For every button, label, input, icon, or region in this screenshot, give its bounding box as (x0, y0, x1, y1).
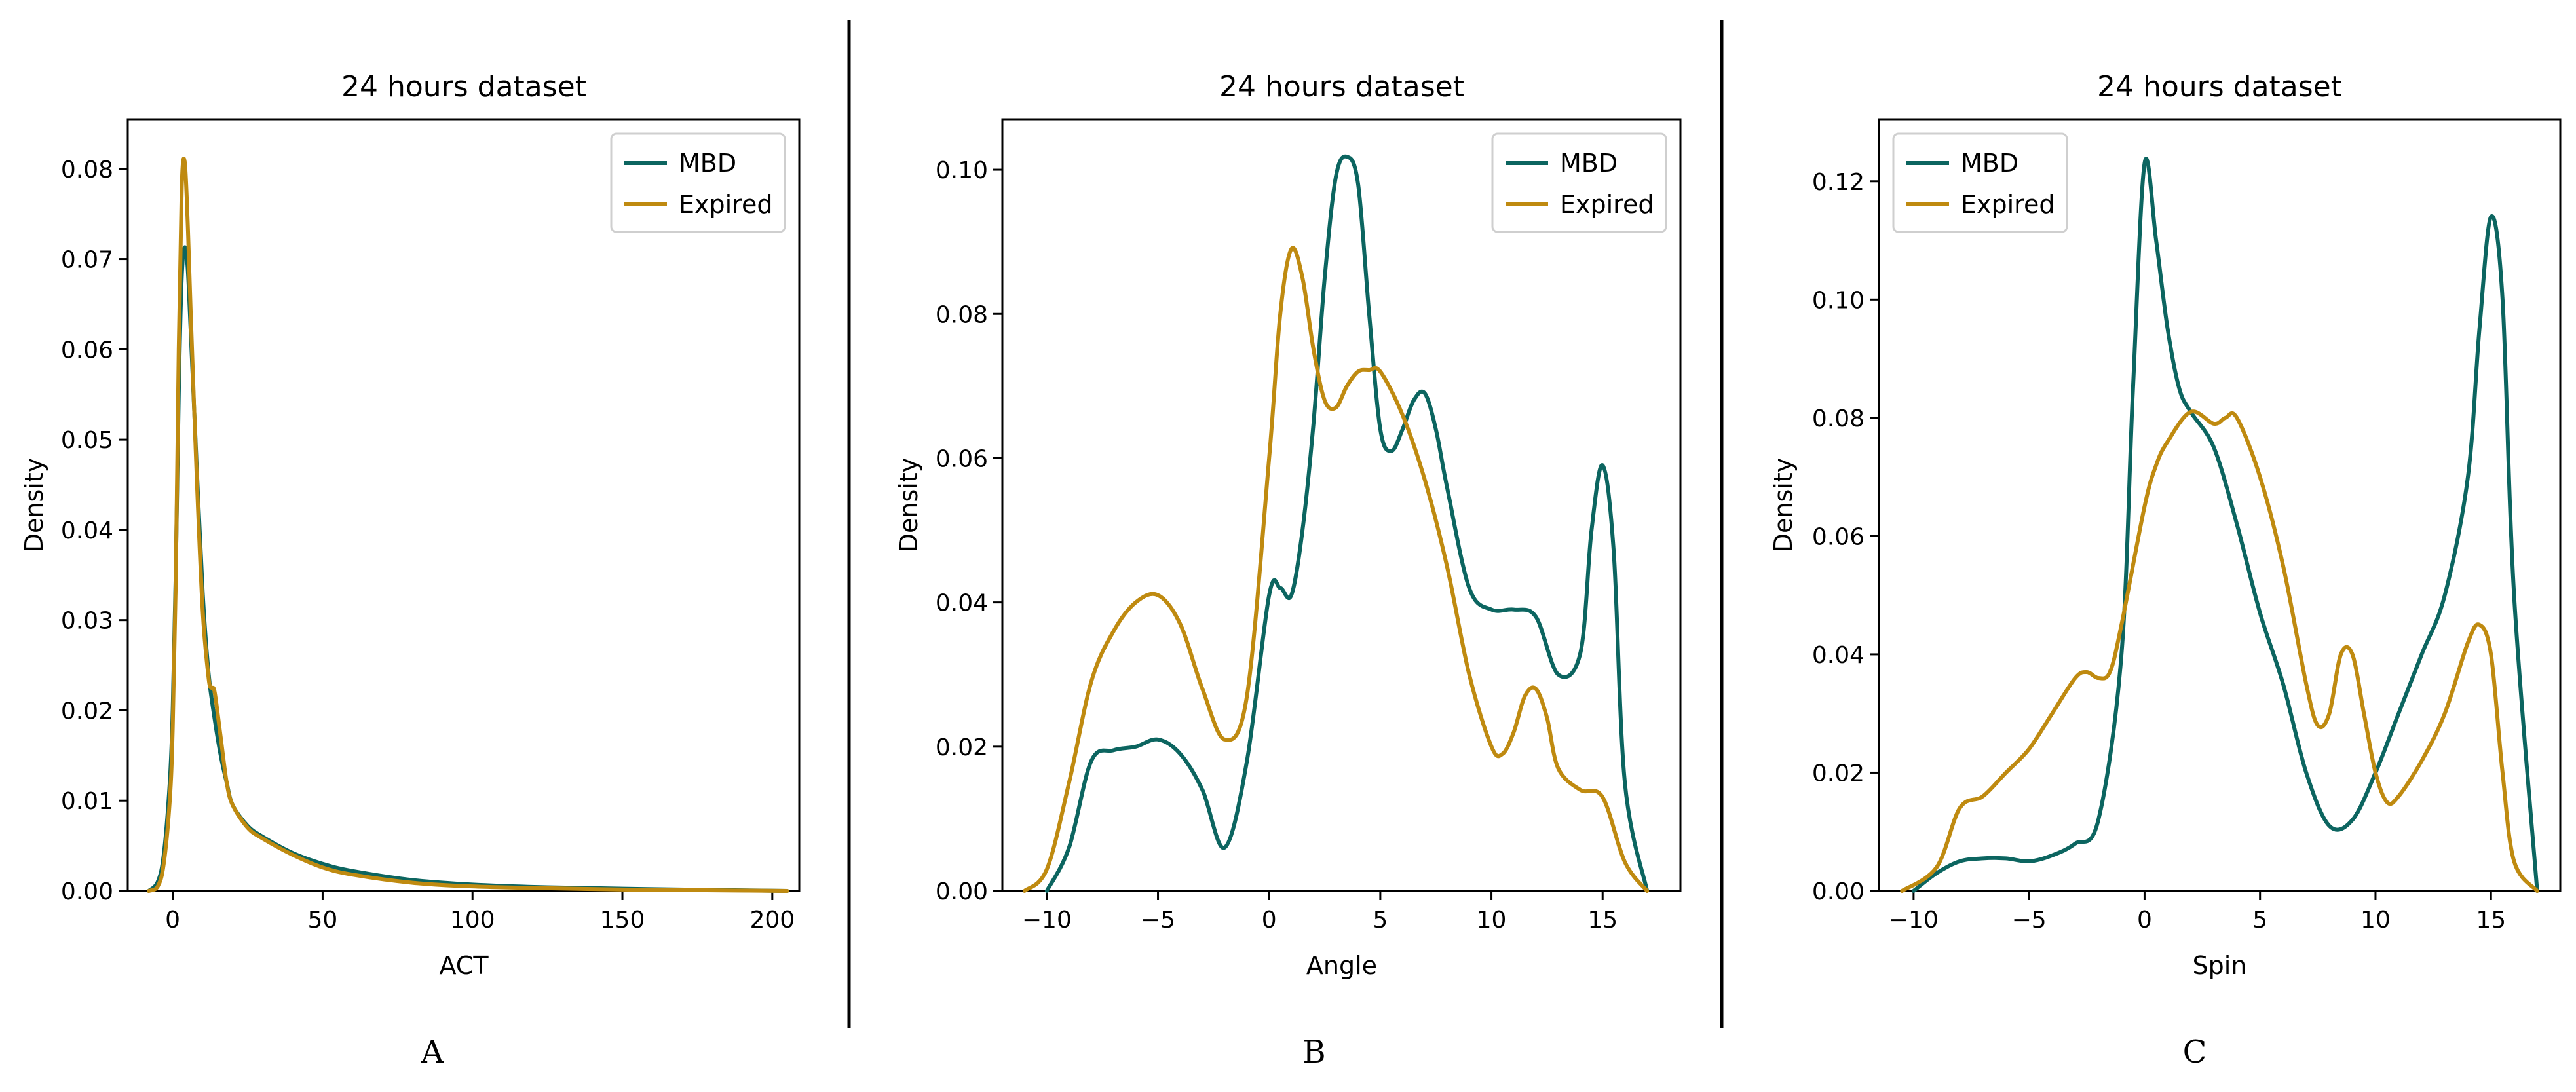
panel-a-label: A (421, 1034, 445, 1070)
panel-c-label: C (2183, 1034, 2207, 1070)
panel-c: 24 hours dataset 0.00 0.02 0.04 0.06 0.08 0.1… (1769, 70, 2562, 1070)
y-tick-label: 0.02 (61, 698, 113, 725)
panel-b-label: B (1302, 1034, 1325, 1070)
x-tick-label: 50 (308, 907, 338, 933)
y-tick-label: 0.00 (1812, 878, 1865, 905)
y-tick-label: 0.06 (1812, 523, 1865, 550)
y-tick-label: 0.06 (936, 445, 988, 472)
panel-b-lines (1022, 154, 1650, 893)
y-tick-label: 0.01 (61, 788, 113, 815)
panel-a: 24 hours dataset 0.000.010.020.030.040.0… (20, 70, 801, 1070)
x-tick-label: 150 (600, 907, 645, 933)
panel-a-lines (147, 157, 789, 893)
panel-a-plot-area (126, 118, 801, 892)
x-tick-label: −5 (1141, 907, 1175, 933)
x-tick-label: 5 (2252, 907, 2267, 933)
y-tick-label: 0.04 (61, 518, 113, 544)
y-tick-label: 0.00 (936, 878, 988, 905)
legend-label-mbd: MBD (679, 149, 736, 178)
panel-c-xlabel: Spin (2193, 951, 2247, 980)
series-line-mbd (147, 245, 789, 893)
panel-a-xlabel: ACT (439, 951, 489, 980)
y-tick-label: 0.05 (61, 427, 113, 454)
y-tick-label: 0.02 (1812, 760, 1865, 787)
y-tick-label: 0.00 (61, 878, 113, 905)
x-tick-label: 10 (2360, 907, 2391, 933)
x-tick-label: 15 (2476, 907, 2506, 933)
x-tick-label: 15 (1587, 907, 1618, 933)
y-tick-label: 0.08 (936, 301, 988, 328)
series-line-expired (1900, 409, 2539, 893)
legend-label-mbd: MBD (1961, 149, 2018, 178)
panel-a-ylabel: Density (20, 458, 48, 552)
legend-label-expired: Expired (1560, 190, 1654, 219)
x-tick-label: 0 (165, 907, 180, 933)
y-tick-label: 0.07 (61, 247, 113, 274)
panel-b-y-ticks: 0.00 0.02 0.04 0.06 0.08 0.10 (936, 157, 1002, 905)
panel-b-ylabel: Density (894, 458, 923, 552)
x-tick-label: −5 (2012, 907, 2047, 933)
y-tick-label: 0.04 (1812, 642, 1865, 669)
panel-c-lines (1900, 157, 2539, 893)
panel-c-x-ticks: −10 −5 0 5 10 15 (1889, 891, 2506, 933)
panel-b-title: 24 hours dataset (1219, 70, 1464, 104)
x-tick-label: −10 (1022, 907, 1072, 933)
y-tick-label: 0.10 (936, 157, 988, 184)
y-tick-label: 0.02 (936, 734, 988, 761)
x-tick-label: 200 (749, 907, 795, 933)
series-line-expired (1022, 246, 1650, 893)
panel-c-title: 24 hours dataset (2097, 70, 2342, 104)
series-line-mbd (1044, 154, 1650, 893)
legend-label-expired: Expired (1961, 190, 2055, 219)
panel-a-title: 24 hours dataset (341, 70, 586, 104)
legend-box (1892, 132, 2068, 233)
x-tick-label: 100 (450, 907, 495, 933)
series-line-mbd (1911, 157, 2539, 893)
y-tick-label: 0.08 (1812, 405, 1865, 432)
legend-label-mbd: MBD (1560, 149, 1618, 178)
panel-c-ylabel: Density (1769, 458, 1798, 552)
legend-box (1491, 132, 1667, 233)
y-tick-label: 0.12 (1812, 169, 1865, 196)
panel-b-legend: MBD Expired (1491, 132, 1667, 233)
legend-box (610, 132, 786, 233)
panel-b: 24 hours dataset 0.00 0.02 0.04 0.06 0.08 0.1… (894, 70, 1682, 1070)
panel-b-plot-area (1001, 118, 1682, 892)
panel-c-y-ticks: 0.00 0.02 0.04 0.06 0.08 0.10 0.12 (1812, 169, 1879, 905)
series-line-expired (147, 157, 789, 893)
x-tick-label: −10 (1889, 907, 1939, 933)
x-tick-label: 0 (1262, 907, 1277, 933)
x-tick-label: 0 (2137, 907, 2152, 933)
panel-b-x-ticks: −10 −5 0 5 10 15 (1022, 891, 1618, 933)
y-tick-label: 0.08 (61, 157, 113, 183)
panel-a-legend: MBD Expired (610, 132, 786, 233)
y-tick-label: 0.10 (1812, 287, 1865, 314)
legend-label-expired: Expired (679, 190, 772, 219)
x-tick-label: 10 (1477, 907, 1507, 933)
panel-c-legend: MBD Expired (1892, 132, 2068, 233)
panel-c-plot-area (1878, 118, 2562, 892)
x-tick-label: 5 (1373, 907, 1388, 933)
y-tick-label: 0.03 (61, 608, 113, 635)
panel-a-y-ticks: 0.00 0.01 0.02 0.03 0.04 0.05 0.06 0.07 0.08 (61, 157, 128, 905)
panel-b-xlabel: Angle (1306, 951, 1377, 980)
panel-a-x-ticks: 0 50 100 150 200 (165, 891, 795, 933)
y-tick-label: 0.06 (61, 337, 113, 364)
y-tick-label: 0.04 (936, 590, 988, 617)
